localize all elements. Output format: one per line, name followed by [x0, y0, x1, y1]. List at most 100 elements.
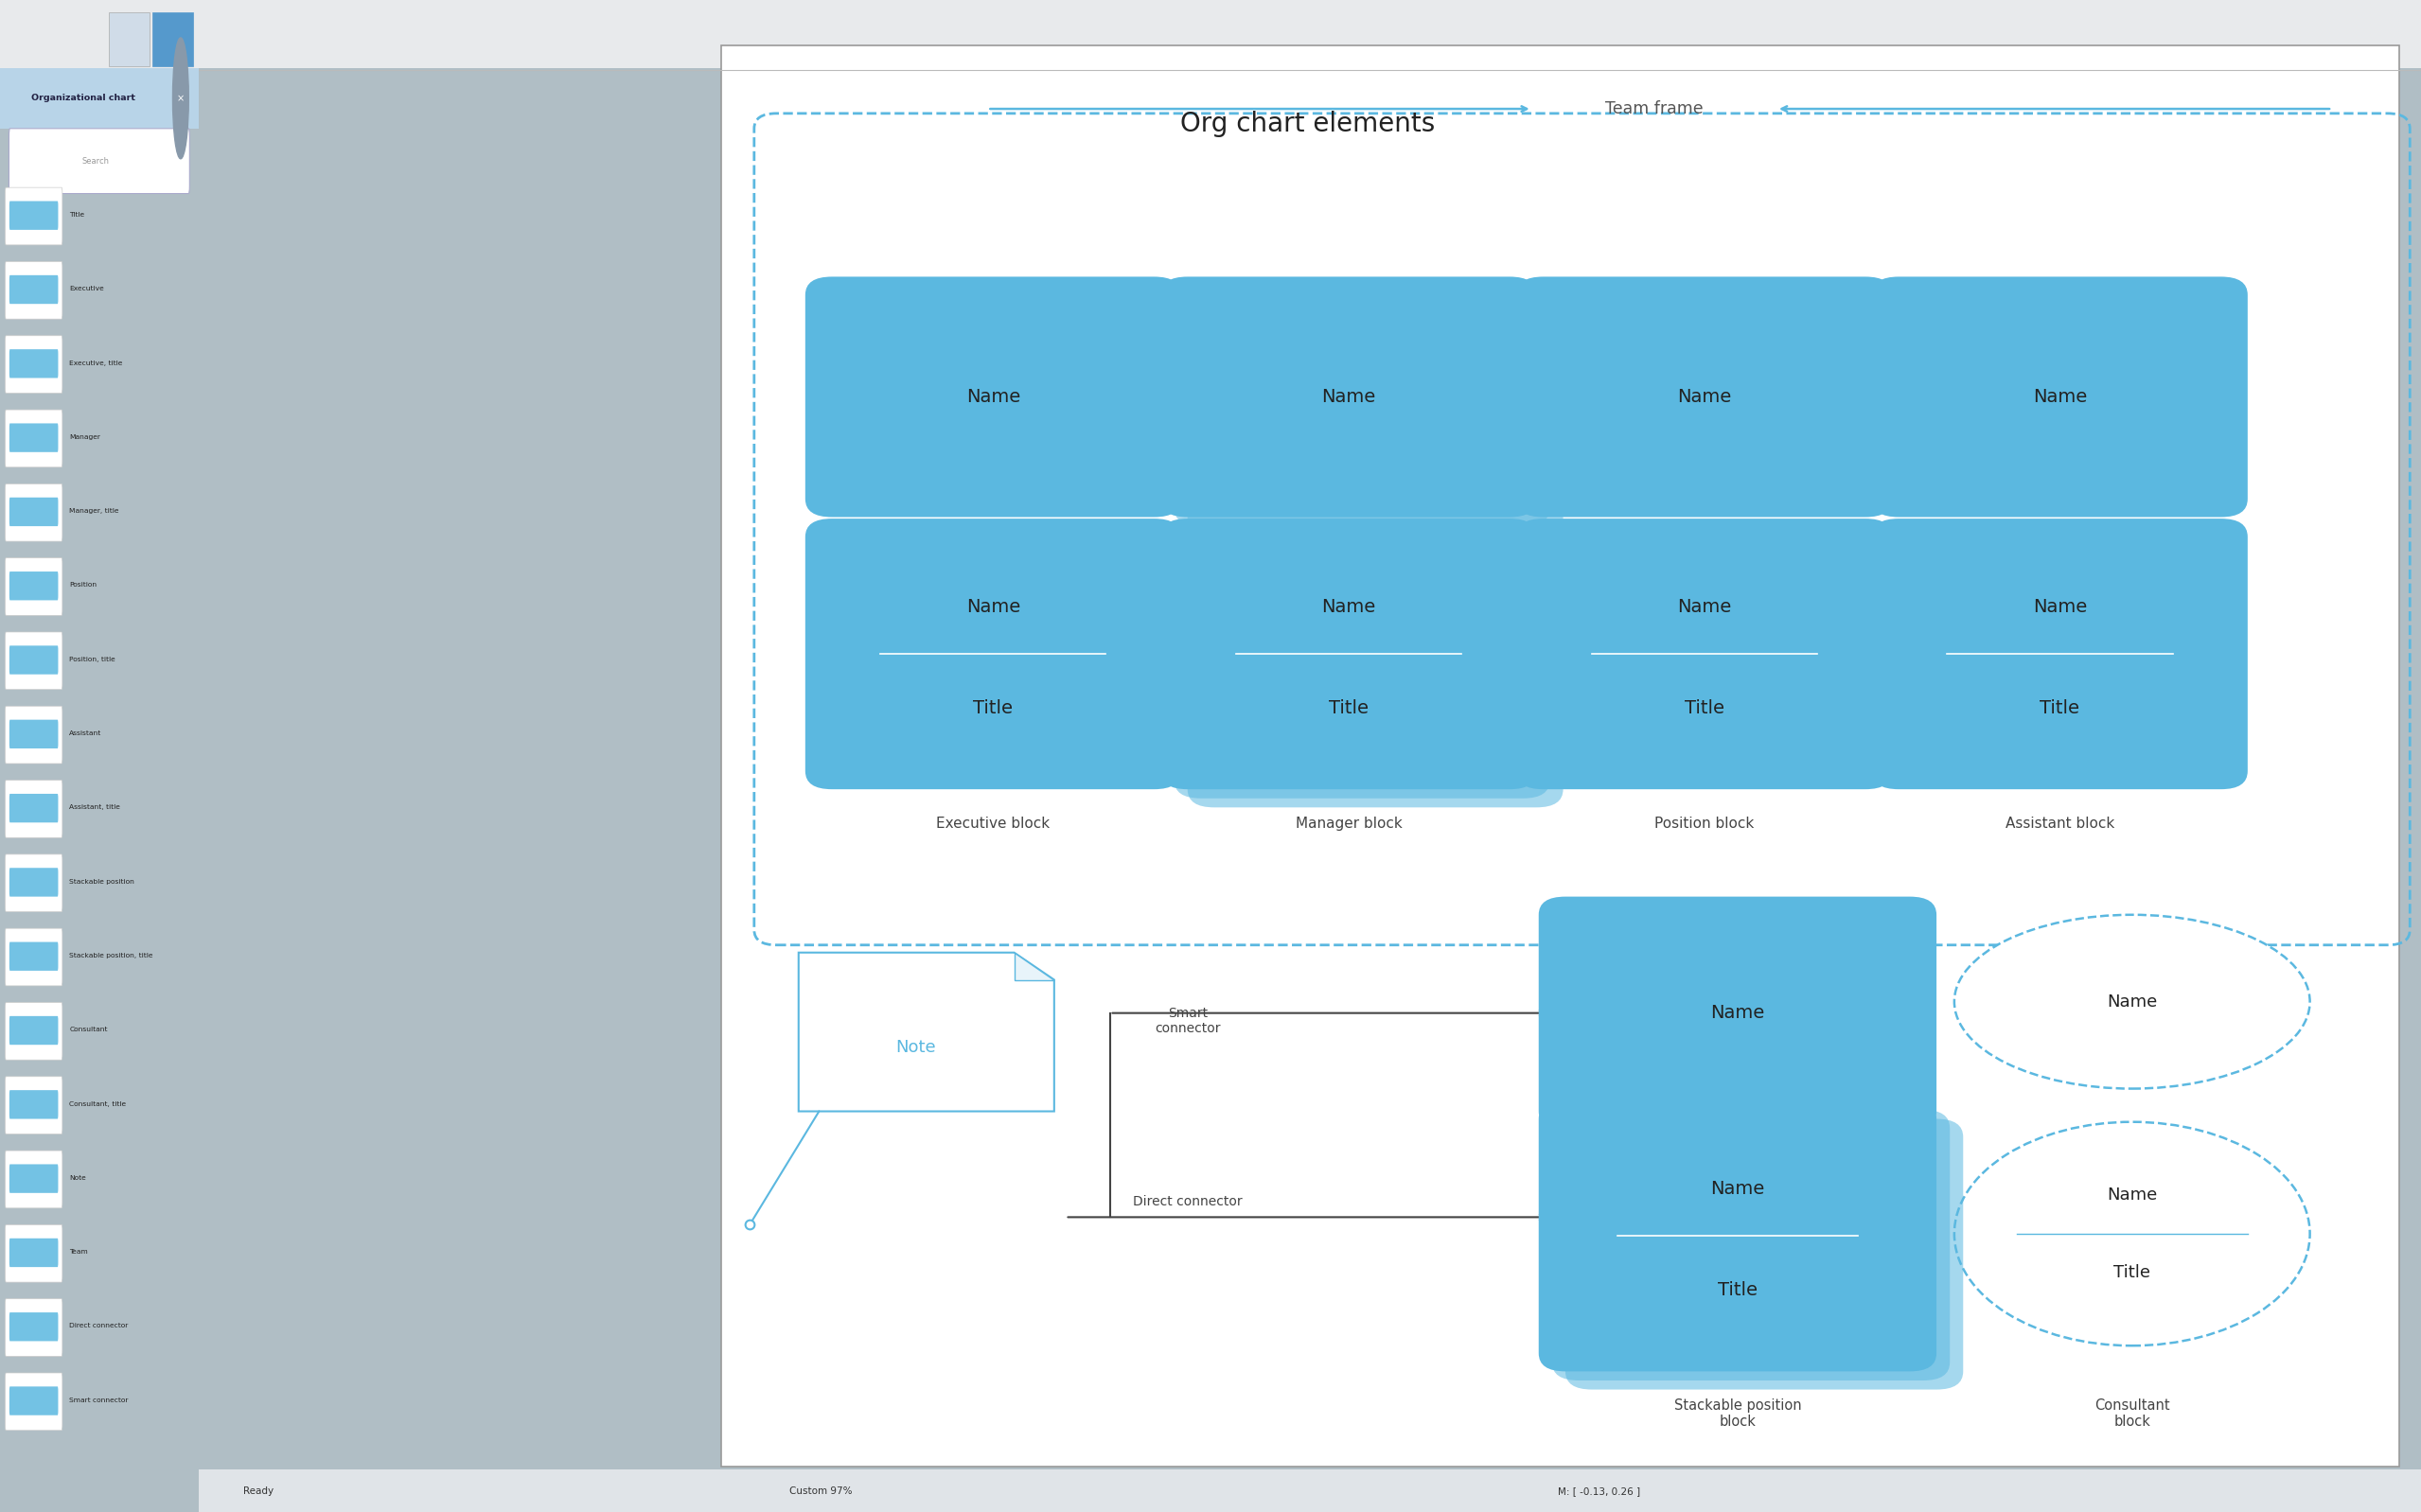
FancyBboxPatch shape — [10, 1164, 58, 1193]
FancyBboxPatch shape — [10, 497, 58, 526]
Text: Name: Name — [966, 389, 1019, 405]
Text: Note: Note — [896, 1039, 935, 1055]
FancyBboxPatch shape — [5, 484, 63, 541]
Text: Title: Title — [1329, 699, 1368, 717]
Text: Name: Name — [1678, 389, 1731, 405]
Text: Manager: Manager — [70, 434, 102, 440]
FancyBboxPatch shape — [10, 423, 58, 452]
Text: Title: Title — [70, 212, 85, 218]
FancyBboxPatch shape — [5, 262, 63, 319]
Text: Title: Title — [2041, 699, 2080, 717]
Polygon shape — [1014, 953, 1053, 980]
Text: Stackable position
block: Stackable position block — [1673, 1399, 1801, 1429]
Text: Name: Name — [1712, 1004, 1765, 1022]
FancyBboxPatch shape — [5, 632, 63, 689]
FancyBboxPatch shape — [1516, 277, 1893, 517]
Text: Consultant, title: Consultant, title — [70, 1101, 126, 1107]
Text: Team frame: Team frame — [1605, 100, 1704, 118]
Text: Smart connector: Smart connector — [70, 1397, 128, 1403]
FancyBboxPatch shape — [199, 0, 2421, 68]
FancyBboxPatch shape — [10, 349, 58, 378]
Text: Manager block: Manager block — [1295, 816, 1402, 832]
FancyBboxPatch shape — [1174, 528, 1549, 798]
FancyBboxPatch shape — [10, 201, 58, 230]
FancyBboxPatch shape — [0, 0, 199, 68]
Text: Name: Name — [966, 599, 1019, 615]
Text: Name: Name — [2034, 389, 2087, 405]
FancyBboxPatch shape — [1552, 1110, 1949, 1380]
Ellipse shape — [1954, 915, 2310, 1089]
Text: Title: Title — [2114, 1264, 2150, 1282]
Text: Executive block: Executive block — [937, 816, 1051, 832]
Text: Title: Title — [1685, 699, 1724, 717]
Text: Title: Title — [973, 699, 1012, 717]
FancyBboxPatch shape — [5, 410, 63, 467]
FancyBboxPatch shape — [5, 1373, 63, 1430]
Text: Custom 97%: Custom 97% — [789, 1486, 852, 1495]
Text: Ready: Ready — [242, 1486, 274, 1495]
Circle shape — [172, 38, 189, 159]
Text: Direct connector: Direct connector — [1133, 1196, 1242, 1208]
Text: Name: Name — [1322, 599, 1375, 615]
Text: Position, title: Position, title — [70, 656, 116, 662]
Text: Stackable position, title: Stackable position, title — [70, 953, 153, 959]
Text: Stackable position: Stackable position — [70, 878, 136, 885]
FancyBboxPatch shape — [10, 1312, 58, 1341]
Text: Note: Note — [70, 1175, 87, 1181]
Polygon shape — [799, 953, 1053, 1111]
Text: M: [ -0.13, 0.26 ]: M: [ -0.13, 0.26 ] — [1557, 1486, 1639, 1495]
Text: Assistant block: Assistant block — [2005, 816, 2114, 832]
FancyBboxPatch shape — [10, 868, 58, 897]
Text: Position: Position — [70, 582, 97, 588]
Text: Assistant: Assistant — [70, 730, 102, 736]
Text: Org chart elements: Org chart elements — [1181, 110, 1436, 136]
Text: Executive: Executive — [70, 286, 104, 292]
Text: Direct connector: Direct connector — [70, 1323, 128, 1329]
FancyBboxPatch shape — [10, 646, 58, 674]
FancyBboxPatch shape — [10, 1387, 58, 1415]
FancyBboxPatch shape — [5, 1002, 63, 1060]
FancyBboxPatch shape — [5, 187, 63, 245]
FancyBboxPatch shape — [1189, 537, 1564, 807]
FancyBboxPatch shape — [153, 12, 194, 67]
FancyBboxPatch shape — [109, 12, 150, 67]
Ellipse shape — [1954, 1122, 2310, 1346]
FancyBboxPatch shape — [10, 572, 58, 600]
FancyBboxPatch shape — [1540, 897, 1937, 1129]
Text: Title: Title — [1719, 1281, 1758, 1299]
Text: Consultant
block: Consultant block — [2094, 1399, 2169, 1429]
FancyBboxPatch shape — [5, 1299, 63, 1356]
FancyBboxPatch shape — [5, 854, 63, 912]
FancyBboxPatch shape — [1871, 519, 2247, 789]
Text: Consultant: Consultant — [70, 1027, 109, 1033]
FancyBboxPatch shape — [10, 1090, 58, 1119]
FancyBboxPatch shape — [5, 928, 63, 986]
FancyBboxPatch shape — [721, 45, 2399, 1467]
FancyBboxPatch shape — [10, 129, 189, 194]
Text: Name: Name — [1678, 599, 1731, 615]
Text: Name: Name — [2034, 599, 2087, 615]
Text: Search: Search — [82, 157, 109, 166]
FancyBboxPatch shape — [10, 794, 58, 823]
FancyBboxPatch shape — [1871, 277, 2247, 517]
FancyBboxPatch shape — [1160, 277, 1537, 517]
Text: Name: Name — [1322, 389, 1375, 405]
FancyBboxPatch shape — [806, 519, 1181, 789]
FancyBboxPatch shape — [1566, 1119, 1963, 1390]
FancyBboxPatch shape — [10, 275, 58, 304]
FancyBboxPatch shape — [1174, 286, 1549, 526]
FancyBboxPatch shape — [10, 1238, 58, 1267]
FancyBboxPatch shape — [5, 1225, 63, 1282]
Text: Team: Team — [70, 1249, 87, 1255]
Text: ×: × — [177, 94, 184, 103]
FancyBboxPatch shape — [5, 558, 63, 615]
FancyBboxPatch shape — [5, 780, 63, 838]
Text: Smart
connector: Smart connector — [1155, 1007, 1220, 1034]
FancyBboxPatch shape — [10, 720, 58, 748]
FancyBboxPatch shape — [1516, 519, 1893, 789]
Text: Manager, title: Manager, title — [70, 508, 119, 514]
FancyBboxPatch shape — [10, 1016, 58, 1045]
Text: Assistant, title: Assistant, title — [70, 804, 121, 810]
Text: Name: Name — [1712, 1181, 1765, 1198]
Text: Organizational chart: Organizational chart — [31, 94, 136, 103]
